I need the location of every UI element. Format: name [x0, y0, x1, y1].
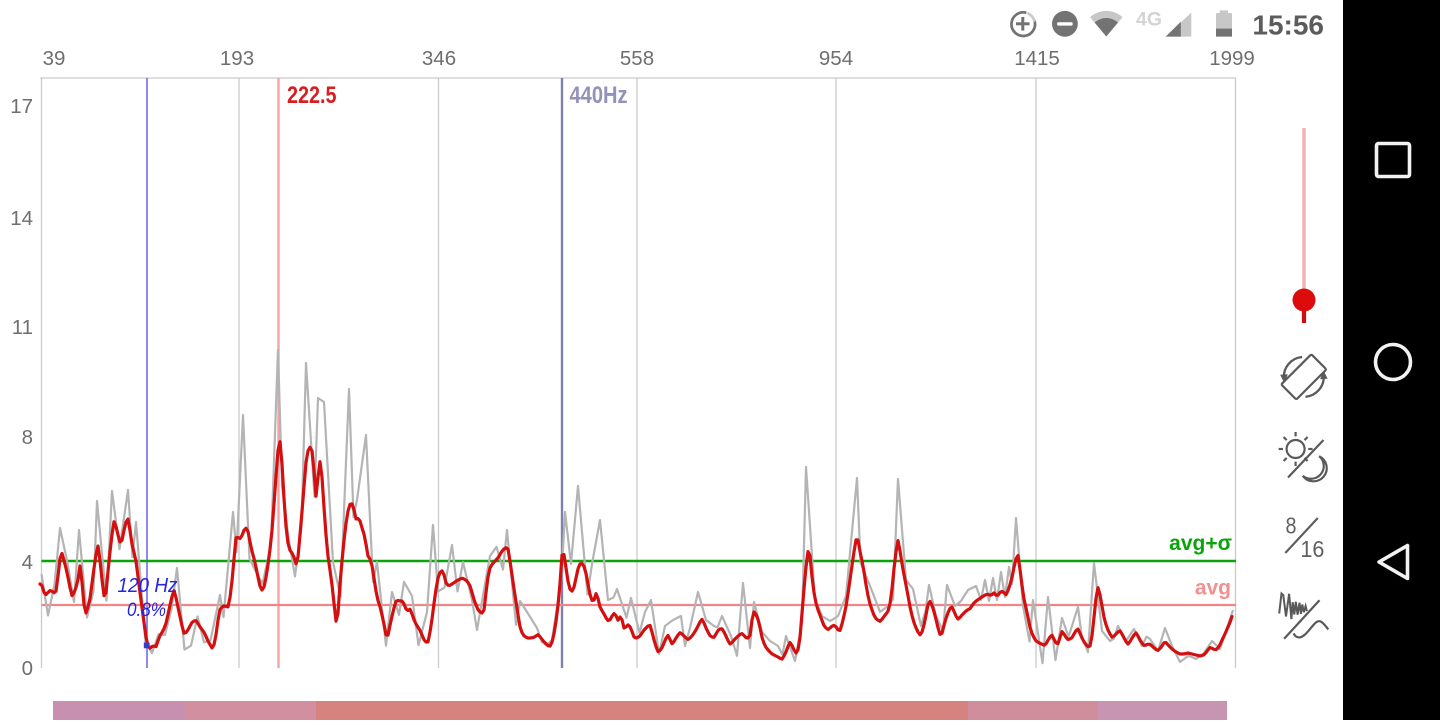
- svg-text:120 Hz: 120 Hz: [118, 575, 178, 597]
- svg-text:954: 954: [819, 47, 853, 70]
- svg-text:1415: 1415: [1014, 47, 1060, 70]
- svg-text:346: 346: [422, 47, 456, 70]
- svg-text:15:56: 15:56: [1252, 10, 1324, 41]
- svg-text:222.5: 222.5: [287, 82, 337, 109]
- svg-text:11: 11: [12, 316, 33, 339]
- svg-text:14: 14: [10, 207, 33, 230]
- svg-text:avg: avg: [1195, 577, 1231, 600]
- svg-text:4G: 4G: [1136, 9, 1162, 31]
- svg-text:8: 8: [22, 426, 33, 449]
- svg-text:8: 8: [1286, 513, 1297, 539]
- svg-text:16: 16: [1300, 536, 1324, 562]
- svg-text:193: 193: [220, 47, 254, 70]
- svg-text:0.8%: 0.8%: [127, 600, 166, 621]
- svg-text:17: 17: [10, 95, 33, 118]
- svg-text:1999: 1999: [1209, 47, 1255, 70]
- svg-text:440Hz: 440Hz: [570, 82, 628, 109]
- svg-text:4: 4: [22, 551, 33, 574]
- svg-text:39: 39: [43, 47, 66, 70]
- svg-text:avg+σ: avg+σ: [1169, 532, 1232, 555]
- svg-text:0: 0: [22, 657, 33, 680]
- svg-text:558: 558: [620, 47, 654, 70]
